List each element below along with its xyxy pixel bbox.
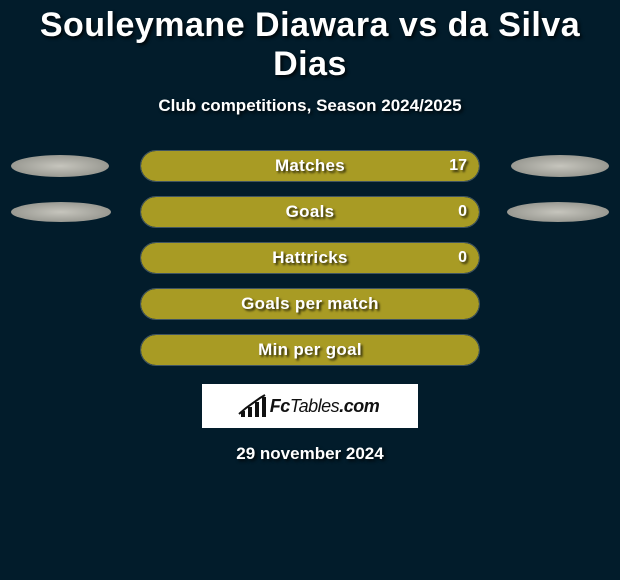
page-title: Souleymane Diawara vs da Silva Dias [0,6,620,84]
stat-bar: Hattricks0 [140,242,480,274]
stat-rows: Matches17Goals0Hattricks0Goals per match… [0,150,620,366]
stat-value-right: 17 [449,151,467,181]
stat-label: Goals [141,197,479,227]
stat-label: Matches [141,151,479,181]
player-left-shadow [11,202,111,222]
logo-text: FcTables.com [270,396,379,417]
stat-bar: Matches17 [140,150,480,182]
stat-value-right: 0 [458,197,467,227]
stat-bar: Goals0 [140,196,480,228]
date-text: 29 november 2024 [0,444,620,464]
logo-icon [241,395,266,417]
stat-label: Goals per match [141,289,479,319]
player-right-shadow [511,155,609,177]
comparison-card: Souleymane Diawara vs da Silva Dias Club… [0,0,620,464]
stat-row: Min per goal [0,334,620,366]
stat-bar: Min per goal [140,334,480,366]
stat-value-right: 0 [458,243,467,273]
logo-trend-line [238,394,268,418]
stat-bar: Goals per match [140,288,480,320]
page-subtitle: Club competitions, Season 2024/2025 [0,96,620,116]
player-right-shadow [507,202,609,222]
stat-row: Hattricks0 [0,242,620,274]
stat-row: Matches17 [0,150,620,182]
stat-row: Goals0 [0,196,620,228]
stat-row: Goals per match [0,288,620,320]
logo-box[interactable]: FcTables.com [202,384,418,428]
stat-label: Min per goal [141,335,479,365]
player-left-shadow [11,155,109,177]
stat-label: Hattricks [141,243,479,273]
